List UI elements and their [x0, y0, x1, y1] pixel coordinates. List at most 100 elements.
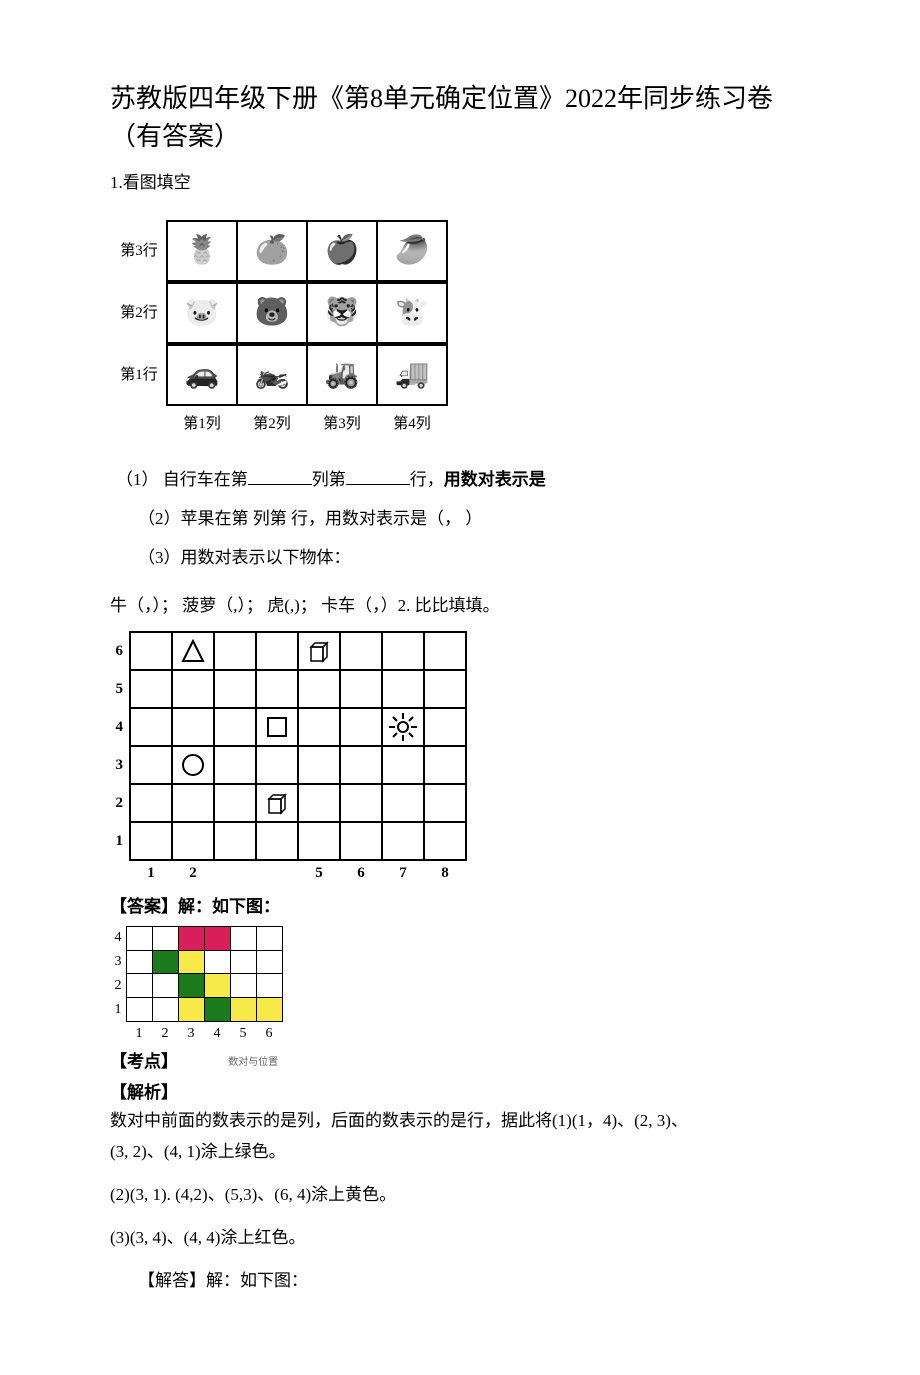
grid-cell	[424, 632, 466, 670]
q1-line1-c: 行，	[410, 470, 444, 489]
grid-cell	[298, 670, 340, 708]
axis-y-label: 3	[110, 950, 126, 974]
axis-x-label	[256, 860, 298, 887]
grid-cell	[340, 822, 382, 860]
grid-cell	[340, 784, 382, 822]
axis-x-label: 1	[126, 1021, 152, 1045]
kaodian-label: 【考点】	[110, 1052, 178, 1071]
sun-icon	[382, 708, 424, 746]
cuboid-icon	[298, 632, 340, 670]
analysis-p4: (3)(3, 4)、(4, 4)涂上红色。	[110, 1224, 810, 1253]
color-cell	[256, 998, 282, 1022]
grid-cell	[424, 822, 466, 860]
grid-cell	[382, 746, 424, 784]
grid-cell: 🍍	[166, 220, 238, 282]
q2-grid: 654321125678	[110, 631, 810, 887]
axis-x-label: 8	[424, 860, 466, 887]
page-title: 苏教版四年级下册《第8单元确定位置》2022年同步练习卷（有答案）	[110, 80, 810, 155]
axis-y-label: 6	[110, 632, 130, 670]
grid-cell: 🥭	[376, 220, 448, 282]
grid-cell	[424, 784, 466, 822]
color-cell	[126, 926, 152, 950]
axis-x-label: 5	[230, 1021, 256, 1045]
color-cell	[126, 974, 152, 998]
grid-cell	[298, 708, 340, 746]
axis-y-label: 1	[110, 822, 130, 860]
col-label: 第2列	[236, 412, 308, 438]
color-cell	[230, 950, 256, 974]
axis-x-label: 6	[256, 1021, 282, 1045]
color-cell	[204, 926, 230, 950]
color-cell	[152, 974, 178, 998]
color-cell	[230, 926, 256, 950]
col-label: 第4列	[376, 412, 448, 438]
q1-line1-d: 用数对表示是	[444, 470, 546, 489]
q1-line1-b: 列第	[312, 470, 346, 489]
grid-cell	[130, 746, 172, 784]
axis-x-label: 4	[204, 1021, 230, 1045]
grid-cell: 🏍️	[236, 344, 308, 406]
axis-y-label: 3	[110, 746, 130, 784]
row-label: 第3行	[110, 239, 168, 265]
axis-x-label: 7	[382, 860, 424, 887]
color-cell	[152, 926, 178, 950]
color-cell	[256, 974, 282, 998]
axis-x-label: 6	[340, 860, 382, 887]
axis-y-label: 5	[110, 670, 130, 708]
grid-cell	[340, 746, 382, 784]
grid-cell	[214, 746, 256, 784]
grid-cell	[424, 670, 466, 708]
q1-line3: （3）用数对表示以下物体：	[138, 544, 810, 573]
q1-line4: 牛（，）； 菠萝（,）； 虎(,)； 卡车（，）2. 比比填填。	[110, 592, 810, 621]
jiexi-label: 【解析】	[110, 1079, 810, 1108]
blank	[346, 468, 410, 485]
cube-icon	[256, 784, 298, 822]
axis-x-label: 5	[298, 860, 340, 887]
grid-cell	[172, 708, 214, 746]
grid-cell	[298, 784, 340, 822]
grid-cell: 🐮	[376, 282, 448, 344]
grid-cell	[298, 746, 340, 784]
answer-label: 【答案】解：如下图：	[110, 893, 810, 922]
grid-cell	[214, 632, 256, 670]
color-cell	[126, 998, 152, 1022]
color-cell	[230, 974, 256, 998]
grid-cell: 🐻	[236, 282, 308, 344]
grid-cell	[214, 784, 256, 822]
grid-cell	[130, 822, 172, 860]
analysis-p3: (2)(3, 1). (4,2)、(5,3)、(6, 4)涂上黄色。	[110, 1181, 810, 1210]
axis-x-label: 2	[172, 860, 214, 887]
grid-cell	[172, 784, 214, 822]
axis-x-label: 3	[178, 1021, 204, 1045]
axis-y-label: 4	[110, 708, 130, 746]
axis-y-label: 1	[110, 998, 126, 1022]
grid-cell	[130, 632, 172, 670]
grid-cell	[424, 708, 466, 746]
axis-x-label: 1	[130, 860, 172, 887]
kaodian-line: 【考点】 数对与位置	[110, 1048, 810, 1077]
color-cell	[152, 950, 178, 974]
kaodian-text: 数对与位置	[228, 1057, 278, 1068]
color-cell	[204, 950, 230, 974]
color-cell	[178, 926, 204, 950]
col-label: 第3列	[306, 412, 378, 438]
grid-cell	[130, 784, 172, 822]
grid-cell	[382, 632, 424, 670]
row-label: 第2行	[110, 301, 168, 327]
answer-color-grid: 4321123456	[110, 926, 810, 1046]
grid-cell	[130, 708, 172, 746]
axis-y-label: 2	[110, 974, 126, 998]
grid-cell	[214, 670, 256, 708]
grid-cell: 🐷	[166, 282, 238, 344]
grid-cell	[256, 822, 298, 860]
col-label: 第1列	[166, 412, 238, 438]
grid-cell	[172, 822, 214, 860]
grid-cell	[424, 746, 466, 784]
color-cell	[178, 998, 204, 1022]
grid-cell: 🚚	[376, 344, 448, 406]
grid-cell	[256, 632, 298, 670]
color-cell	[230, 998, 256, 1022]
axis-x-label: 2	[152, 1021, 178, 1045]
grid-cell: 🍎	[306, 220, 378, 282]
triangle-icon	[172, 632, 214, 670]
